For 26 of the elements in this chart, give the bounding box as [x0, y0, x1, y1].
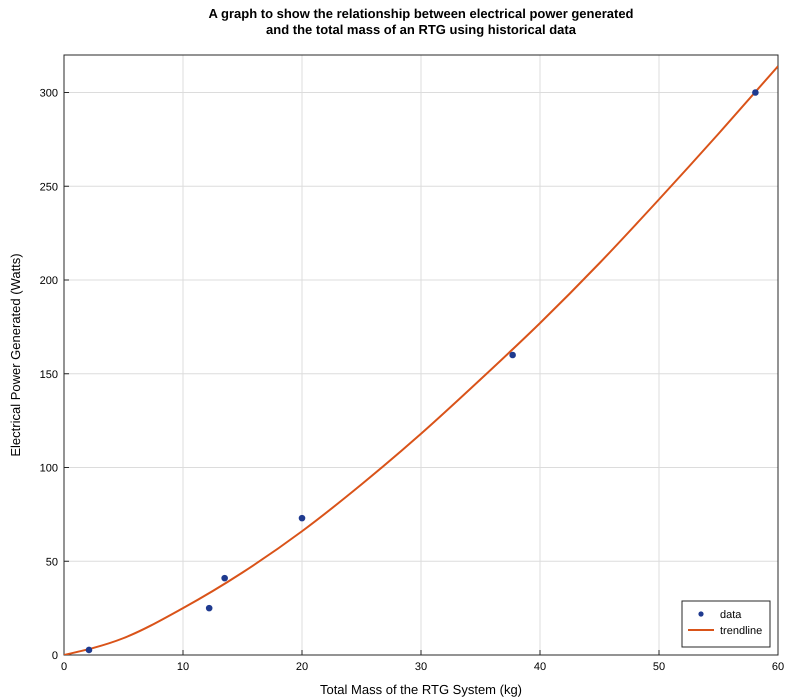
- y-tick-label: 0: [52, 650, 58, 662]
- y-tick-label: 50: [46, 556, 58, 568]
- point: [298, 514, 306, 522]
- x-tick-label: 20: [296, 661, 308, 673]
- point: [752, 89, 759, 96]
- point: [221, 574, 228, 582]
- legend-label: data: [720, 609, 742, 621]
- y-tick-label: 100: [40, 462, 58, 474]
- y-axis-title: Electrical Power Generated (Watts): [8, 253, 23, 457]
- legend-label: trendline: [720, 625, 762, 637]
- x-axis-title: Total Mass of the RTG System (kg): [320, 682, 522, 697]
- x-tick-label: 60: [772, 661, 784, 673]
- line-series: [64, 65, 778, 655]
- y-tick-label: 200: [40, 275, 58, 287]
- x-tick-label: 50: [652, 661, 666, 673]
- point: [206, 604, 212, 612]
- x-tick-label: 0: [60, 661, 68, 673]
- x-tick-label: 10: [176, 661, 190, 673]
- y-tick-label: 300: [40, 88, 58, 100]
- y-tick-label: 150: [40, 368, 58, 381]
- y-tick-label: 250: [40, 181, 58, 194]
- point: [509, 352, 516, 358]
- chart-title: A graph to show the relationship between electrical power generated and the total mass of an RTG using historical data: [208, 6, 634, 37]
- x-tick-label: 30: [414, 661, 428, 673]
- point: [86, 646, 92, 654]
- x-tick-label: 40: [534, 661, 546, 673]
